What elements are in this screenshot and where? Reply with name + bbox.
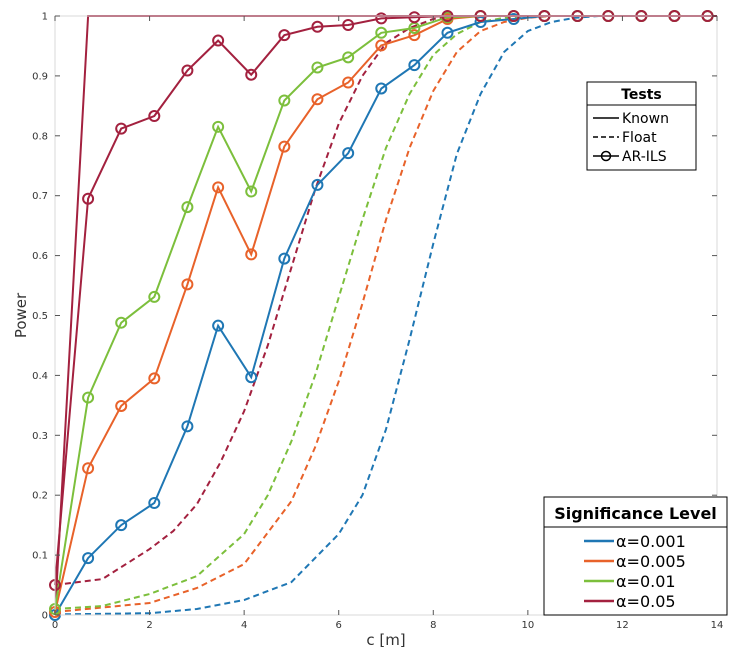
ar-ils-point xyxy=(278,252,291,265)
y-tick-label: 0.2 xyxy=(32,491,48,502)
float-curve-2 xyxy=(54,15,528,610)
legend-significance-label: α=0.001 xyxy=(616,532,686,551)
legend-significance-box xyxy=(543,496,728,616)
legend-significance-title: Significance Level xyxy=(554,504,717,523)
ar-ils-point xyxy=(82,552,95,565)
legend-significance-label: α=0.01 xyxy=(616,572,676,591)
ar-ils-point xyxy=(408,11,421,24)
ar-ils-point xyxy=(115,316,128,329)
ar-ils-point xyxy=(441,26,454,39)
legend-significance-label: α=0.005 xyxy=(616,552,686,571)
ar-ils-point xyxy=(375,82,388,95)
float-curve-3 xyxy=(54,15,458,586)
ar-ils-point xyxy=(278,140,291,153)
legend-tests-label: Float xyxy=(622,130,657,146)
y-tick-label: 0 xyxy=(42,611,48,622)
ar-ils-point xyxy=(278,94,291,107)
ar-ils-point xyxy=(148,290,161,303)
ar-ils-point xyxy=(342,147,355,160)
legend-tests-marker xyxy=(600,150,612,162)
ar-ils-point xyxy=(212,319,225,332)
float-curve-0 xyxy=(54,15,623,616)
ar-ils-point xyxy=(181,278,194,291)
ar-ils-point xyxy=(181,64,194,77)
x-tick-label: 12 xyxy=(616,620,629,631)
ar-ils-point xyxy=(278,29,291,42)
y-tick-label: 0.7 xyxy=(32,191,48,202)
legend-significance-label: α=0.05 xyxy=(616,592,676,611)
legend-tests-label: Known xyxy=(622,111,669,127)
ar-ils-point xyxy=(245,185,258,198)
legend-tests-title: Tests xyxy=(621,87,662,103)
ar-ils-point xyxy=(115,399,128,412)
ar-ils-point xyxy=(115,519,128,532)
ar-ils-point xyxy=(181,201,194,214)
ar-ils-point xyxy=(342,51,355,64)
ar-ils-point xyxy=(245,248,258,261)
ar-ils-point xyxy=(375,26,388,39)
y-tick-label: 1 xyxy=(42,12,48,23)
x-tick-label: 14 xyxy=(711,620,724,631)
y-axis-label: Power xyxy=(12,292,30,338)
y-tick-label: 0.1 xyxy=(32,551,48,562)
ar-ils-point xyxy=(148,372,161,385)
x-tick-label: 2 xyxy=(146,620,152,631)
ar-ils-point xyxy=(115,122,128,135)
x-tick-label: 0 xyxy=(52,620,58,631)
ar-ils-point xyxy=(212,34,225,47)
ar-ils-point xyxy=(245,68,258,81)
ar-ils-point xyxy=(82,192,95,205)
y-tick-label: 0.9 xyxy=(32,71,48,82)
ar-ils-point xyxy=(82,391,95,404)
ar-ils-point xyxy=(375,39,388,52)
y-tick-label: 0.5 xyxy=(32,311,48,322)
ar-ils-point xyxy=(212,120,225,133)
x-tick-label: 4 xyxy=(241,620,247,631)
ar-ils-point xyxy=(342,18,355,31)
ar-ils-point xyxy=(408,59,421,72)
x-tick-label: 6 xyxy=(336,620,342,631)
x-axis-label: c [m] xyxy=(366,631,405,649)
legend-significance-level: Significance Level α=0.001α=0.005α=0.01α=… xyxy=(543,496,728,616)
ar-ils-point xyxy=(181,420,194,433)
ar-ils-point xyxy=(311,61,324,74)
ar-ils-point xyxy=(311,178,324,191)
ar-ils-point xyxy=(212,181,225,194)
ar-ils-point xyxy=(342,76,355,89)
ar-ils-point xyxy=(82,462,95,475)
ar-ils-point xyxy=(148,110,161,123)
ar-ils-point xyxy=(148,496,161,509)
legend-tests: Tests Known Float AR-ILS xyxy=(586,81,697,171)
y-tick-label: 0.6 xyxy=(32,251,48,262)
y-tick-label: 0.3 xyxy=(32,431,48,442)
ar-ils-point xyxy=(375,12,388,25)
y-tick-label: 0.4 xyxy=(32,371,48,382)
x-tick-label: 10 xyxy=(521,620,534,631)
ar-ils-point xyxy=(311,20,324,33)
legend-tests-label: AR-ILS xyxy=(622,149,667,165)
ar-ils-point xyxy=(245,371,258,384)
legend-tests-box xyxy=(586,81,697,171)
ar-ils-point xyxy=(311,93,324,106)
y-tick-label: 0.8 xyxy=(32,131,48,142)
ar-ils-point xyxy=(408,29,421,42)
x-tick-label: 8 xyxy=(430,620,436,631)
